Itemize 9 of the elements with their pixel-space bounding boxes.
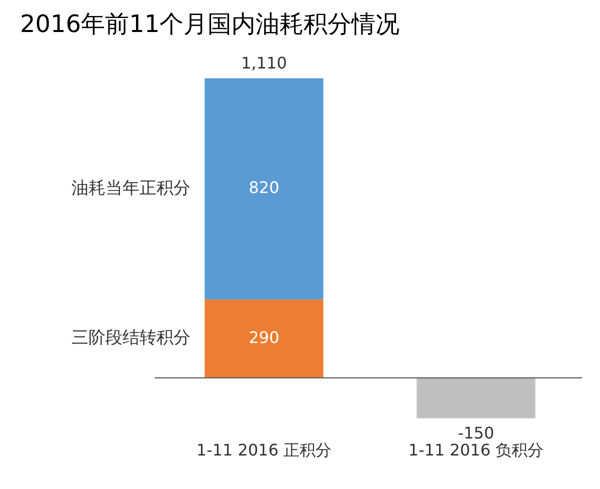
data-label: -150 (458, 423, 494, 442)
data-label: 290 (248, 328, 280, 347)
total-label: 1,110 (241, 53, 287, 72)
series-label: 油耗当年正积分 (72, 178, 191, 198)
data-label: 820 (248, 178, 280, 198)
series-label: 三阶段结转积分 (72, 328, 191, 348)
x-tick-label: 1-11 2016 负积分 (408, 440, 544, 460)
x-tick-label: 1-11 2016 正积分 (196, 440, 332, 460)
chart-title: 2016年前11个月国内油耗积分情况 (20, 9, 401, 40)
